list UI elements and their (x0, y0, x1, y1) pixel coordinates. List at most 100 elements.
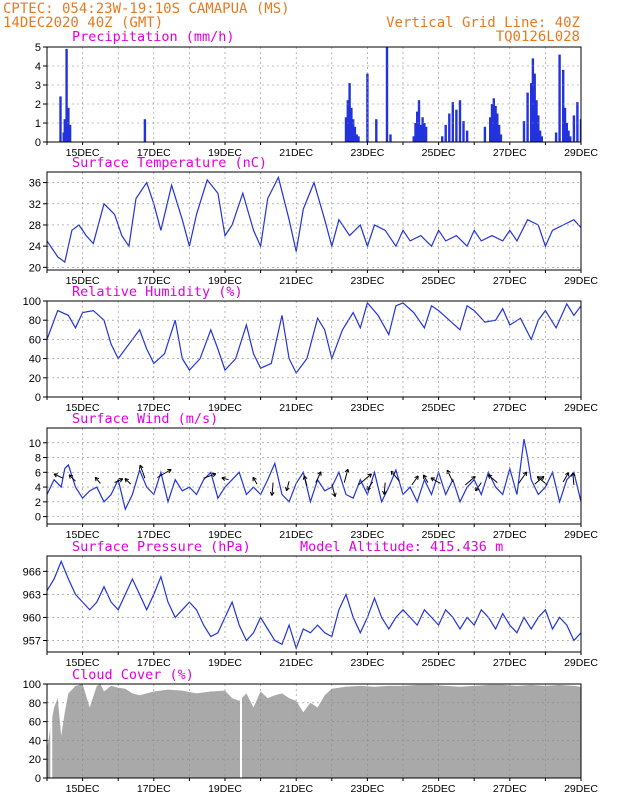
y-tick-label: 20 (29, 754, 41, 766)
wind-arrow-shaft (390, 470, 400, 482)
y-tick-label: 6 (35, 467, 41, 479)
humidity-plot (47, 301, 581, 375)
wind-arrow (203, 472, 217, 479)
wind-arrow-head (430, 477, 435, 482)
cloud-cover-area (47, 684, 581, 778)
precip-bar (63, 119, 66, 142)
x-tick-label: 15DEC (66, 529, 100, 541)
x-tick-label: 29DEC (564, 402, 598, 414)
wind-arrow-shaft (157, 469, 172, 478)
wind-arrow-shaft (114, 478, 124, 484)
wind-arrow-head (570, 472, 576, 477)
x-tick-label: 17DEC (137, 402, 171, 414)
wind-arrow (358, 473, 372, 486)
pressure-title: Surface Pressure (hPa) (72, 539, 251, 555)
precip-bar (458, 100, 462, 142)
cloud-title: Cloud Cover (%) (72, 667, 194, 683)
wind-arrow-shaft (331, 483, 336, 497)
y-tick-label: 5 (35, 42, 41, 54)
precip-panel: 0 1 2 3 4 5 15DEC 17DEC 19DEC 21DEC 23DEC 25DEC 27DE… (35, 42, 598, 159)
y-tick-label: 20 (29, 373, 41, 385)
x-tick-label: 21DEC (279, 529, 313, 541)
wind-panel: 0 2 4 6 8 10 15DEC 17DEC 19DEC 21DEC 23DEC 25DEC 27D… (29, 427, 598, 541)
x-tick-label: 25DEC (422, 657, 456, 669)
wind-arrow (139, 464, 146, 479)
x-tick-label: 23DEC (350, 275, 384, 287)
precip-bar (540, 136, 543, 142)
wind-arrow (390, 470, 400, 482)
precip-bar (492, 98, 495, 142)
x-tick-label: 23DEC (350, 783, 384, 795)
precip-bar (572, 115, 576, 142)
y-tick-label: 2 (35, 497, 41, 509)
precip-bar (576, 102, 579, 142)
wind-arrow-shaft (383, 482, 386, 495)
precip-bar (143, 119, 147, 142)
humidity-frame (46, 300, 582, 398)
precip-bar (535, 100, 538, 142)
pressure-panel: 957 960 963 966 15DEC 17DEC 19DEC 21DEC 23DEC 25D… (23, 555, 598, 669)
wind-arrow-head (285, 486, 290, 492)
y-tick-label: 0 (35, 512, 41, 524)
y-tick-label: 4 (35, 482, 41, 494)
model-altitude: Model Altitude: 415.436 m (300, 539, 503, 555)
precip-bar (357, 136, 360, 142)
x-tick-label: 25DEC (422, 147, 456, 159)
wind-arrow (285, 481, 290, 492)
wind-arrow-shaft (271, 482, 274, 496)
wind-arrow (430, 477, 441, 484)
cloud-gap-1 (240, 684, 243, 778)
precip-bar (569, 136, 572, 142)
precip-bar (423, 123, 426, 142)
wind-arrow-shaft (366, 481, 374, 491)
y-tick-label: 4 (35, 61, 41, 73)
wind-arrow (487, 474, 498, 483)
y-tick-label: 20 (29, 262, 41, 274)
y-tick-label: 60 (29, 717, 41, 729)
precip-bar (455, 109, 458, 142)
precip-bar (441, 136, 444, 142)
x-tick-label: 15DEC (66, 657, 100, 669)
wind-frame (46, 427, 582, 525)
wind-arrow-shaft (252, 476, 258, 485)
wind-arrow (534, 475, 545, 485)
humidity-title: Relative Humidity (%) (72, 284, 243, 300)
wind-arrow-head (94, 476, 100, 482)
wind-arrow (422, 474, 429, 483)
precip-bar (348, 83, 351, 142)
precip-bar (67, 107, 70, 142)
y-tick-label: 0 (35, 137, 41, 149)
precip-bar (537, 115, 540, 142)
wind-arrow (366, 481, 374, 491)
precip-bar (565, 123, 568, 142)
precip-bar (419, 124, 422, 142)
wind-arrow (302, 475, 308, 486)
precip-bar (389, 134, 392, 142)
x-tick-label: 15DEC (66, 275, 100, 287)
x-tick-label: 25DEC (422, 402, 456, 414)
humidity-panel: 0 20 40 60 80 100 15DEC 17DEC 19DEC 21DEC 23DEC 25D… (23, 296, 599, 414)
wind-arrow-shaft (572, 472, 575, 485)
precip-bar (496, 113, 499, 142)
y-tick-label: 100 (23, 679, 41, 691)
cloud-gap-0 (50, 684, 53, 778)
wind-arrow-head (252, 476, 257, 482)
wind-arrow-shaft (343, 468, 349, 483)
wind-arrow-head (475, 486, 480, 492)
wind-arrow-head (302, 475, 308, 480)
x-tick-label: 25DEC (422, 275, 456, 287)
y-tick-label: 3 (35, 80, 41, 92)
precip-bar (499, 134, 503, 142)
wind-arrow (343, 468, 350, 483)
wind-arrow-head (422, 474, 428, 479)
x-tick-label: 21DEC (279, 147, 313, 159)
model-id: TQ0126L028 (496, 29, 580, 45)
x-tick-label: 15DEC (66, 147, 100, 159)
cloud-plot (47, 684, 581, 778)
temp-title: Surface Temperature (nC) (72, 155, 267, 171)
wind-arrow-shaft (487, 474, 498, 483)
wind-arrow-head (332, 492, 337, 498)
x-tick-label: 17DEC (137, 147, 171, 159)
wind-arrow-head (414, 475, 419, 480)
